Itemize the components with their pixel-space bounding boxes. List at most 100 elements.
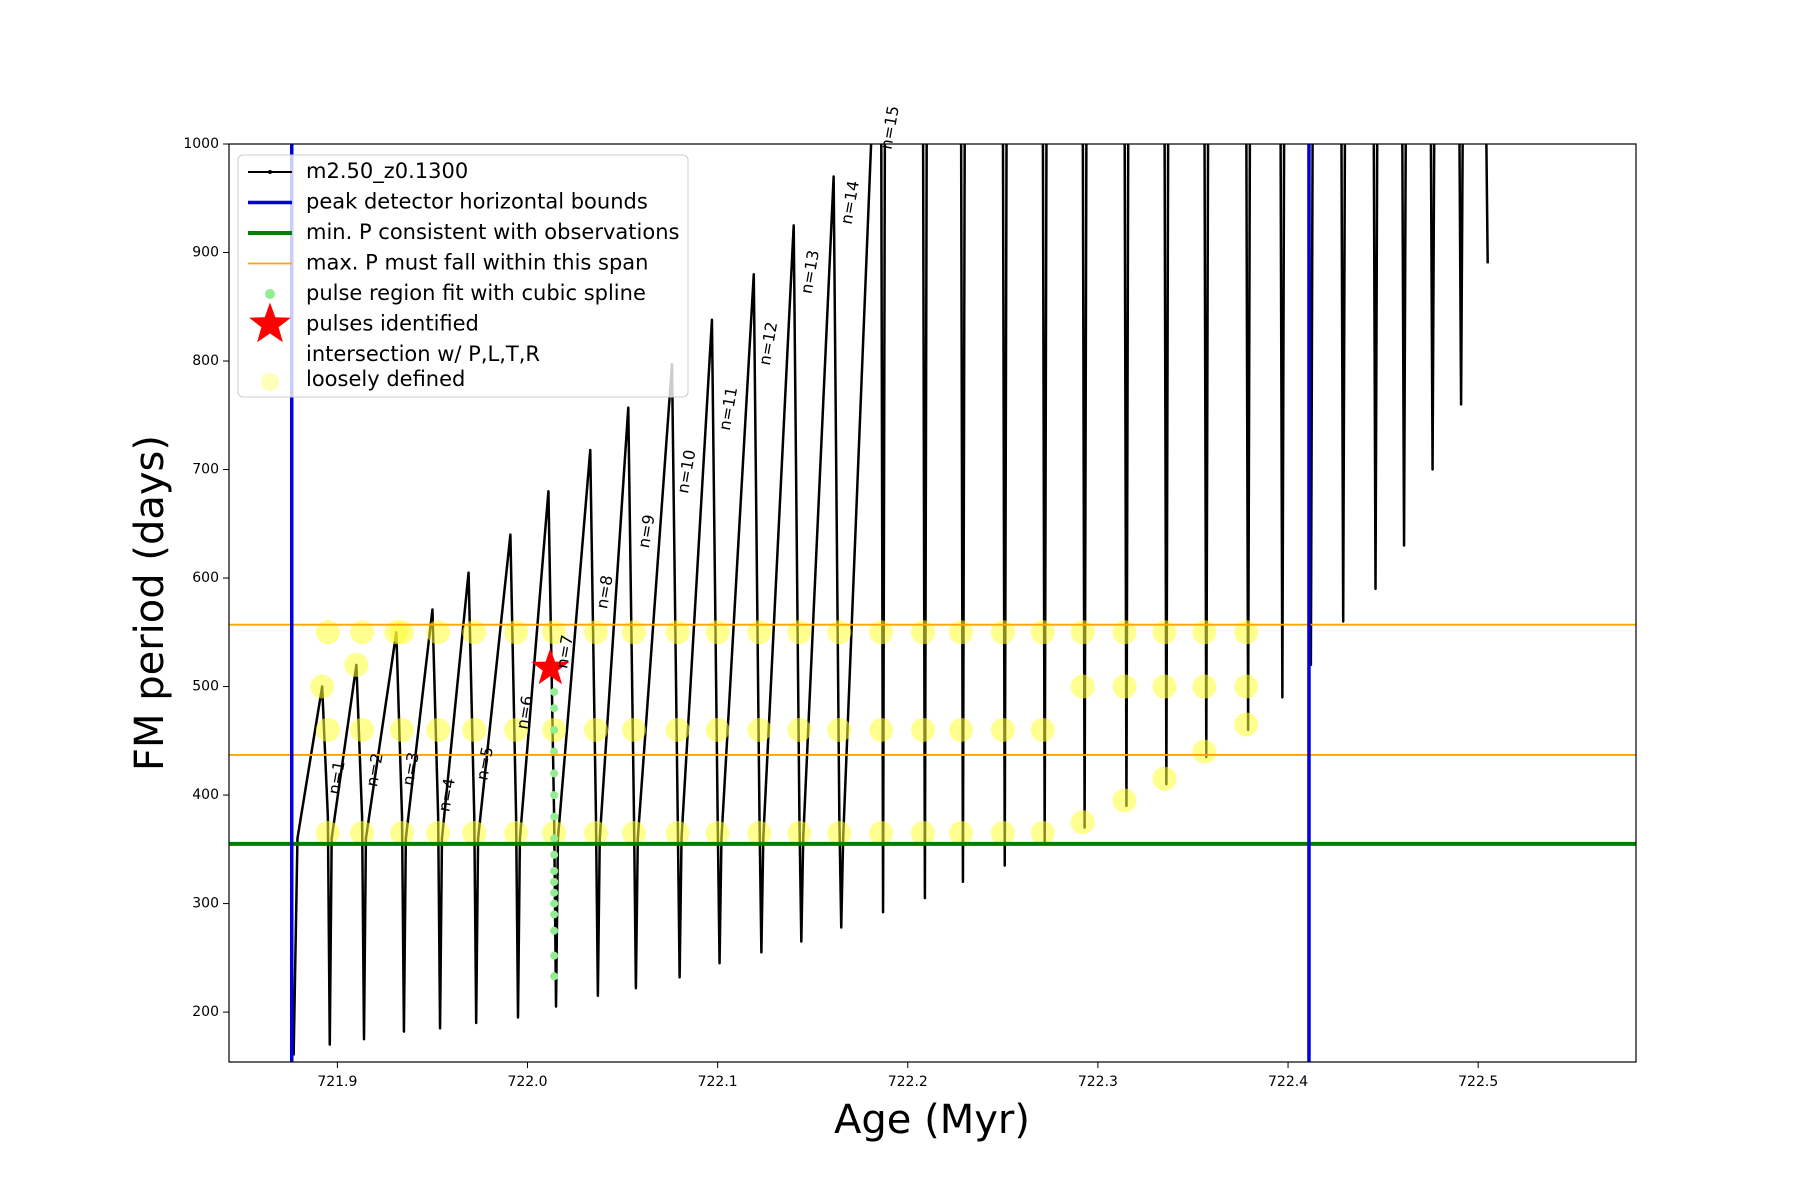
intersection-marker [542,620,567,645]
y-tick-label: 400 [192,787,219,803]
intersection-marker [1112,620,1137,645]
intersection-marker [910,717,935,742]
y-tick-label: 200 [192,1004,219,1020]
spline-point [550,867,559,876]
pulse-star [531,648,570,685]
intersection-marker [542,821,567,846]
intersection-marker [310,674,335,699]
intersection-marker [390,821,415,846]
intersection-marker [1152,766,1177,791]
spline-point [550,910,559,919]
intersection-marker [705,717,730,742]
x-tick-label: 722.2 [888,1074,928,1090]
intersection-marker [426,821,451,846]
x-tick-label: 722.1 [698,1074,738,1090]
intersection-marker [869,717,894,742]
spline-point [550,769,559,778]
intersection-marker [350,717,375,742]
intersection-marker [747,717,772,742]
legend-swatch [249,302,291,343]
spline-point [550,877,559,886]
intersection-marker [1070,620,1095,645]
intersection-marker [1030,620,1055,645]
y-tick-label: 300 [192,896,219,912]
spline-point [550,926,559,935]
legend-entry: m2.50_z0.1300 [248,159,468,184]
spline-point [550,704,559,713]
legend-entry: intersection w/ P,L,T,R loosely defined [261,342,540,391]
intersection-marker [1030,821,1055,846]
axes: 721.9 722.0 722.1 722.2 722.3 722.4 722.5 200 30… [183,136,1498,1090]
legend-swatch [261,373,279,391]
intersection-marker [1192,674,1217,699]
legend-label: peak detector horizontal bounds [306,190,648,214]
intersection-marker [1192,739,1217,764]
y-tick-label: 500 [192,679,219,695]
spline-point [550,687,559,696]
x-tick-label: 722.0 [507,1074,547,1090]
intersection-marker [462,620,487,645]
intersection-marker [1030,717,1055,742]
intersection-marker [990,620,1015,645]
legend-label-line: min. P consistent with observations [306,220,679,244]
legend-entry: min. P consistent with observations [248,220,679,244]
intersection-marker [949,620,974,645]
intersection-marker [705,620,730,645]
legend-label-line: loosely defined [306,367,465,391]
intersection-marker [1112,674,1137,699]
y-axis-label: FM period (days) [127,435,173,771]
x-tick-label: 721.9 [317,1074,357,1090]
intersection-marker [827,717,852,742]
y-tick-label: 700 [192,462,219,478]
intersection-marker [315,620,340,645]
intersection-marker [350,821,375,846]
y-tick-label: 1000 [183,136,219,152]
intersection-marker [990,717,1015,742]
spline-point [550,888,559,897]
intersection-marker [747,620,772,645]
intersection-marker [462,821,487,846]
legend-entry: pulse region fit with cubic spline [265,281,646,305]
intersection-marker [583,821,608,846]
intersection-marker [462,717,487,742]
spline-point [550,725,559,734]
legend-swatch [265,289,275,299]
intersection-marker [869,620,894,645]
intersection-marker [949,821,974,846]
intersection-marker [504,821,529,846]
spline-point [550,747,559,756]
x-tick-label: 722.3 [1078,1074,1118,1090]
intersection-marker [504,717,529,742]
legend-entry: pulses identified [249,302,479,343]
legend-entry: peak detector horizontal bounds [248,190,648,214]
intersection-marker [949,717,974,742]
x-tick-label: 722.5 [1458,1074,1498,1090]
intersection-marker [910,821,935,846]
intersection-marker [583,620,608,645]
intersection-marker [827,620,852,645]
intersection-marker [621,620,646,645]
intersection-marker [705,821,730,846]
intersection-marker [1152,674,1177,699]
intersection-marker [1070,674,1095,699]
intersection-marker [504,620,529,645]
spline-point [550,972,559,981]
legend-label-line: intersection w/ P,L,T,R [306,342,540,366]
legend-swatch-marker [268,170,272,174]
intersection-marker [910,620,935,645]
intersection-marker [1234,674,1259,699]
legend-label-line: m2.50_z0.1300 [306,159,468,184]
intersection-marker [384,620,409,645]
legend-label: max. P must fall within this span [306,251,648,275]
intersection-marker [315,717,340,742]
x-axis-label: Age (Myr) [834,1097,1030,1143]
intersection-marker [315,821,340,846]
intersection-marker [344,652,369,677]
intersection-marker [869,821,894,846]
intersection-marker [787,717,812,742]
intersection-marker [426,620,451,645]
intersection-marker [827,821,852,846]
intersection-marker [787,821,812,846]
legend-label-line: pulses identified [306,312,479,336]
